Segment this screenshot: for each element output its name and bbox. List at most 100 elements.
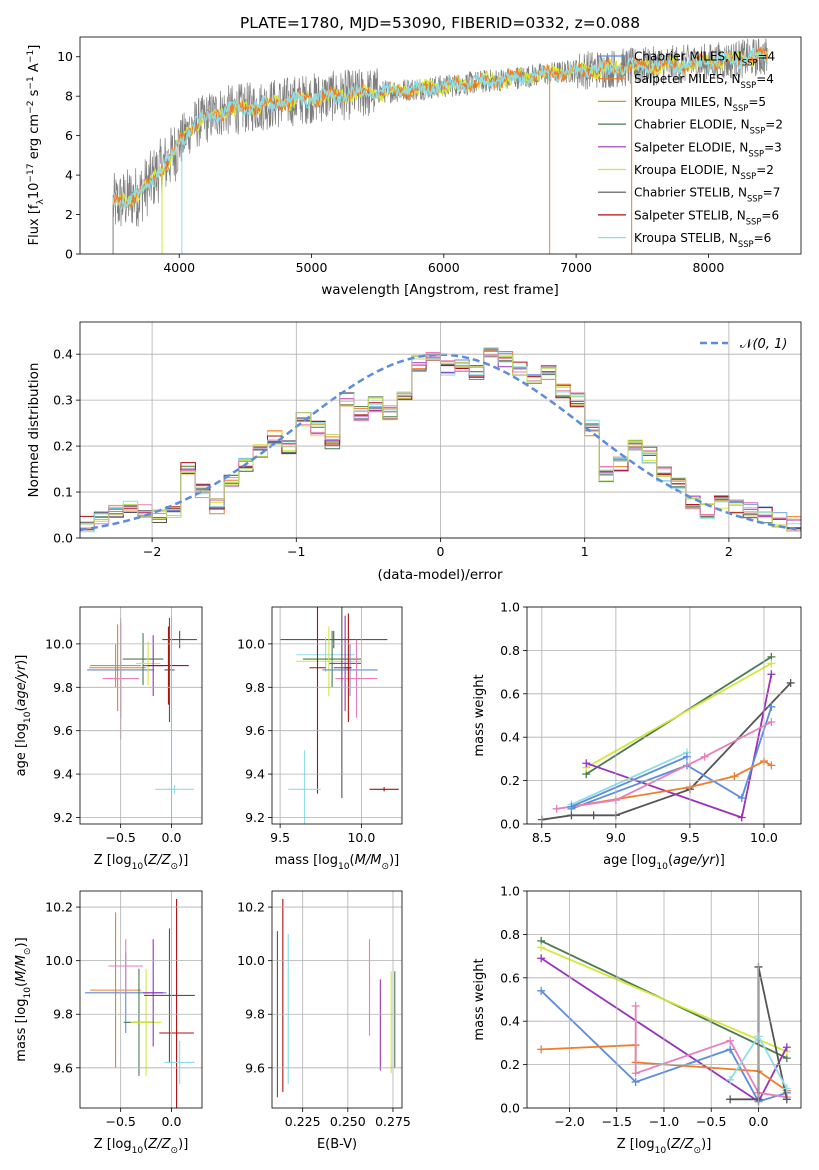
y-tick-label: 6 — [65, 128, 73, 143]
x-tick-label: 1 — [581, 544, 589, 559]
weight-marker — [726, 1036, 735, 1045]
x-axis-label: mass [log10(M/M⊙)] — [275, 853, 399, 872]
legend-entry: Chabrier MILES, NSSP=4 — [634, 50, 775, 68]
weight-vs-Z-axes: −2.0 −1.5 −1.0 −0.5 0.0 0.0 0.2 0.4 0.6 0.8 1.0 Z [… — [472, 884, 802, 1156]
y-axis-label: Flux [fλ10−17 erg cm−2 s−1 A−1] — [26, 45, 46, 246]
legend-entry: Kroupa ELODIE, NSSP=2 — [634, 163, 774, 181]
y-tick-label: 0.4 — [53, 347, 73, 362]
y-tick-label: 10.0 — [45, 636, 73, 651]
y-tick-label: 9.4 — [245, 767, 265, 782]
x-tick-label: 6000 — [428, 260, 460, 275]
weight-marker — [767, 659, 776, 668]
weight-line — [585, 662, 772, 769]
x-tick-label: 8000 — [692, 260, 724, 275]
y-tick-label: 9.8 — [245, 1007, 265, 1022]
x-tick-label: −2.0 — [554, 1114, 584, 1129]
y-tick-label: 9.6 — [53, 1060, 73, 1075]
y-axis-label: mass weight — [472, 958, 487, 1040]
x-axis-label: E(B-V) — [317, 1137, 357, 1152]
x-tick-label: −0.5 — [105, 1114, 135, 1129]
x-axis-label: Z [log10(Z/Z⊙)] — [617, 1137, 712, 1156]
x-axis-label: Z [log10(Z/Z⊙)] — [94, 1137, 189, 1156]
x-tick-label: 7000 — [560, 260, 592, 275]
y-tick-label: 0.2 — [500, 773, 520, 788]
y-tick-label: 10.0 — [237, 953, 265, 968]
y-tick-label: 9.8 — [53, 1007, 73, 1022]
y-tick-label: 9.4 — [53, 767, 73, 782]
legend-entry: Chabrier STELIB, NSSP=7 — [634, 186, 780, 204]
x-tick-label: 4000 — [163, 260, 195, 275]
x-tick-label: 0 — [437, 544, 445, 559]
axes-frame — [79, 606, 203, 825]
axes-frame — [271, 606, 403, 825]
legend-entry: Kroupa STELIB, NSSP=6 — [634, 231, 771, 249]
weight-marker — [726, 1095, 735, 1104]
spectrum-axes-plot-area — [112, 38, 769, 254]
y-tick-label: 0.6 — [500, 686, 520, 701]
legend-entry: Salpeter ELODIE, NSSP=3 — [634, 140, 782, 158]
y-tick-label: 9.2 — [245, 810, 265, 825]
x-tick-label: 9.0 — [606, 830, 626, 845]
weight-marker — [782, 1095, 791, 1104]
weight-marker — [767, 718, 776, 727]
y-tick-label: 10 — [57, 49, 73, 64]
y-axis-label: mass [log10(M/M⊙)] — [14, 937, 33, 1061]
weight-marker — [552, 804, 561, 813]
weight-marker — [737, 793, 746, 802]
y-tick-label: 10.2 — [45, 900, 73, 915]
x-axis-label: age [log10(age/yr)] — [603, 853, 725, 872]
y-tick-label: 9.6 — [53, 723, 73, 738]
legend-entry: 𝒩(0, 1) — [740, 337, 787, 352]
weight-marker — [782, 1043, 791, 1052]
x-tick-label: 2 — [725, 544, 733, 559]
model-spectrum — [112, 48, 769, 210]
x-tick-label: −0.5 — [696, 1114, 726, 1129]
y-tick-label: 0.8 — [500, 643, 520, 658]
x-axis-label: wavelength [Angstrom, rest frame] — [321, 282, 559, 298]
x-tick-label: −1.5 — [602, 1114, 632, 1129]
x-axis-label: Z [log10(Z/Z⊙)] — [94, 853, 189, 872]
y-tick-label: 0.2 — [53, 439, 73, 454]
weight-marker — [537, 943, 546, 952]
y-tick-label: 0.0 — [500, 1101, 520, 1116]
y-tick-label: 9.2 — [53, 810, 73, 825]
spectrum-axes: 4000 5000 6000 7000 8000 0 2 4 6 8 10 PLATE=1780, M… — [26, 14, 802, 298]
axes-frame — [271, 890, 403, 1109]
weight-marker — [631, 1069, 640, 1078]
x-tick-label: 10.0 — [750, 830, 778, 845]
y-tick-label: 9.8 — [245, 680, 265, 695]
weight-marker — [726, 1075, 735, 1084]
weight-marker — [737, 813, 746, 822]
weight-marker — [700, 752, 709, 761]
y-tick-label: 0.8 — [500, 927, 520, 942]
y-axis-label: Normed distribution — [26, 363, 42, 498]
x-tick-label: 8.5 — [532, 830, 552, 845]
weight-marker — [730, 772, 739, 781]
weight-marker — [767, 670, 776, 679]
y-tick-label: 9.6 — [245, 1060, 265, 1075]
x-tick-label: 9.5 — [270, 830, 290, 845]
y-tick-label: 0.3 — [53, 393, 73, 408]
y-tick-label: 10.0 — [237, 636, 265, 651]
weight-marker — [726, 1045, 735, 1054]
chart-title: PLATE=1780, MJD=53090, FIBERID=0332, z=0… — [240, 14, 640, 32]
y-tick-label: 10.2 — [237, 900, 265, 915]
residuals-axes: −2 −1 0 1 2 0.0 0.1 0.2 0.3 0.4 𝒩(0, 1) (data-model… — [26, 321, 802, 583]
y-tick-label: 0.4 — [500, 1014, 520, 1029]
x-tick-label: 5000 — [296, 260, 328, 275]
y-tick-label: 0.4 — [500, 730, 520, 745]
y-tick-label: 0.0 — [53, 531, 73, 546]
weight-vs-age-axes-plot-area — [537, 652, 795, 824]
axes-frame — [79, 890, 203, 1109]
x-tick-label: −2 — [143, 544, 161, 559]
y-tick-label: 0.6 — [500, 970, 520, 985]
age-vs-Z-axes: −0.5 0.0 9.2 9.4 9.6 9.8 10.0 Z [log10(Z/Z⊙)] ag… — [14, 606, 203, 872]
weight-marker — [767, 761, 776, 770]
mass-vs-EBV-axes-plot-area — [276, 899, 396, 1098]
y-tick-label: 9.8 — [53, 680, 73, 695]
y-tick-label: 1.0 — [500, 600, 520, 615]
x-tick-label: −1 — [287, 544, 305, 559]
weight-vs-age-axes: 8.5 9.0 9.5 10.0 0.0 0.2 0.4 0.6 0.8 1.0 age [log1… — [472, 600, 802, 872]
mass-vs-Z-axes: −0.5 0.0 9.6 9.8 10.0 10.2 Z [log10(Z/Z⊙)] mass… — [14, 890, 203, 1156]
